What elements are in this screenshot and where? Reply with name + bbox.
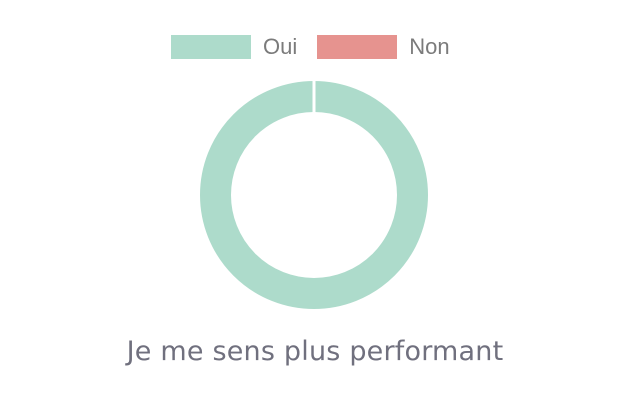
slice-oui[interactable]	[200, 80, 428, 309]
legend-label-non: Non	[409, 34, 450, 59]
legend-item-non[interactable]: Non	[317, 34, 450, 60]
chart-title: Je me sens plus performant	[126, 336, 504, 367]
legend: Oui Non	[171, 34, 470, 60]
legend-label-oui: Oui	[263, 34, 298, 59]
legend-swatch-non	[317, 35, 398, 59]
legend-swatch-oui	[171, 35, 251, 59]
legend-item-oui[interactable]: Oui	[171, 34, 297, 60]
